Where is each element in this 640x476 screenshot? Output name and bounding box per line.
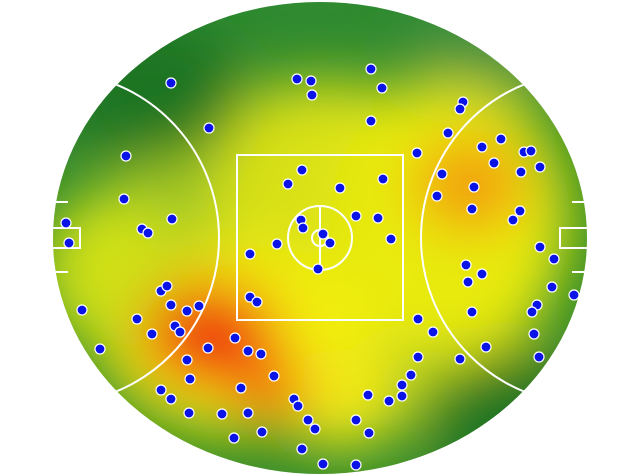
- point: [60, 217, 72, 229]
- point: [309, 423, 321, 435]
- point: [312, 263, 324, 275]
- point: [466, 203, 478, 215]
- point: [396, 379, 408, 391]
- point: [302, 414, 314, 426]
- point: [202, 342, 214, 354]
- point: [324, 237, 336, 249]
- point: [454, 103, 466, 115]
- point: [282, 178, 294, 190]
- point: [317, 228, 329, 240]
- point: [229, 332, 241, 344]
- point: [383, 395, 395, 407]
- point: [296, 164, 308, 176]
- point: [525, 145, 537, 157]
- point: [514, 205, 526, 217]
- point: [385, 233, 397, 245]
- point: [244, 248, 256, 260]
- point: [242, 345, 254, 357]
- point: [427, 326, 439, 338]
- point: [296, 443, 308, 455]
- point: [405, 369, 417, 381]
- point: [350, 414, 362, 426]
- point: [155, 384, 167, 396]
- point: [291, 73, 303, 85]
- point: [165, 299, 177, 311]
- point: [271, 238, 283, 250]
- point: [515, 166, 527, 178]
- point: [251, 296, 263, 308]
- point: [174, 326, 186, 338]
- point: [476, 268, 488, 280]
- point: [193, 300, 205, 312]
- point: [454, 353, 466, 365]
- point: [305, 75, 317, 87]
- field-markings: [53, 71, 587, 405]
- point: [181, 354, 193, 366]
- point: [462, 276, 474, 288]
- point: [350, 210, 362, 222]
- point: [63, 237, 75, 249]
- point: [377, 173, 389, 185]
- point: [460, 259, 472, 271]
- point: [292, 400, 304, 412]
- point: [166, 213, 178, 225]
- point: [526, 306, 538, 318]
- point: [317, 458, 329, 470]
- point: [480, 341, 492, 353]
- point: [507, 214, 519, 226]
- point: [256, 426, 268, 438]
- point: [268, 370, 280, 382]
- point: [436, 168, 448, 180]
- point: [363, 427, 375, 439]
- point: [466, 306, 478, 318]
- point: [412, 313, 424, 325]
- point: [396, 390, 408, 402]
- point: [181, 305, 193, 317]
- point: [362, 389, 374, 401]
- point: [431, 190, 443, 202]
- point: [412, 351, 424, 363]
- point: [568, 289, 580, 301]
- point: [216, 408, 228, 420]
- point: [365, 63, 377, 75]
- point: [255, 348, 267, 360]
- point: [94, 343, 106, 355]
- point: [118, 193, 130, 205]
- point: [488, 157, 500, 169]
- point: [534, 161, 546, 173]
- point: [533, 351, 545, 363]
- point: [411, 147, 423, 159]
- point: [76, 304, 88, 316]
- point: [183, 407, 195, 419]
- point: [476, 141, 488, 153]
- point: [334, 182, 346, 194]
- point: [131, 313, 143, 325]
- point: [184, 373, 196, 385]
- point: [242, 407, 254, 419]
- points: [60, 63, 580, 471]
- point: [203, 122, 215, 134]
- point: [548, 253, 560, 265]
- point: [297, 222, 309, 234]
- point: [528, 328, 540, 340]
- point: [146, 328, 158, 340]
- point: [120, 150, 132, 162]
- point: [235, 382, 247, 394]
- point: [365, 115, 377, 127]
- point: [495, 133, 507, 145]
- point: [306, 89, 318, 101]
- point: [468, 181, 480, 193]
- point: [165, 393, 177, 405]
- point: [350, 459, 362, 471]
- point: [161, 280, 173, 292]
- point: [142, 227, 154, 239]
- point: [165, 77, 177, 89]
- point: [546, 281, 558, 293]
- point: [372, 212, 384, 224]
- point: [376, 82, 388, 94]
- point: [228, 432, 240, 444]
- point: [442, 127, 454, 139]
- point: [534, 241, 546, 253]
